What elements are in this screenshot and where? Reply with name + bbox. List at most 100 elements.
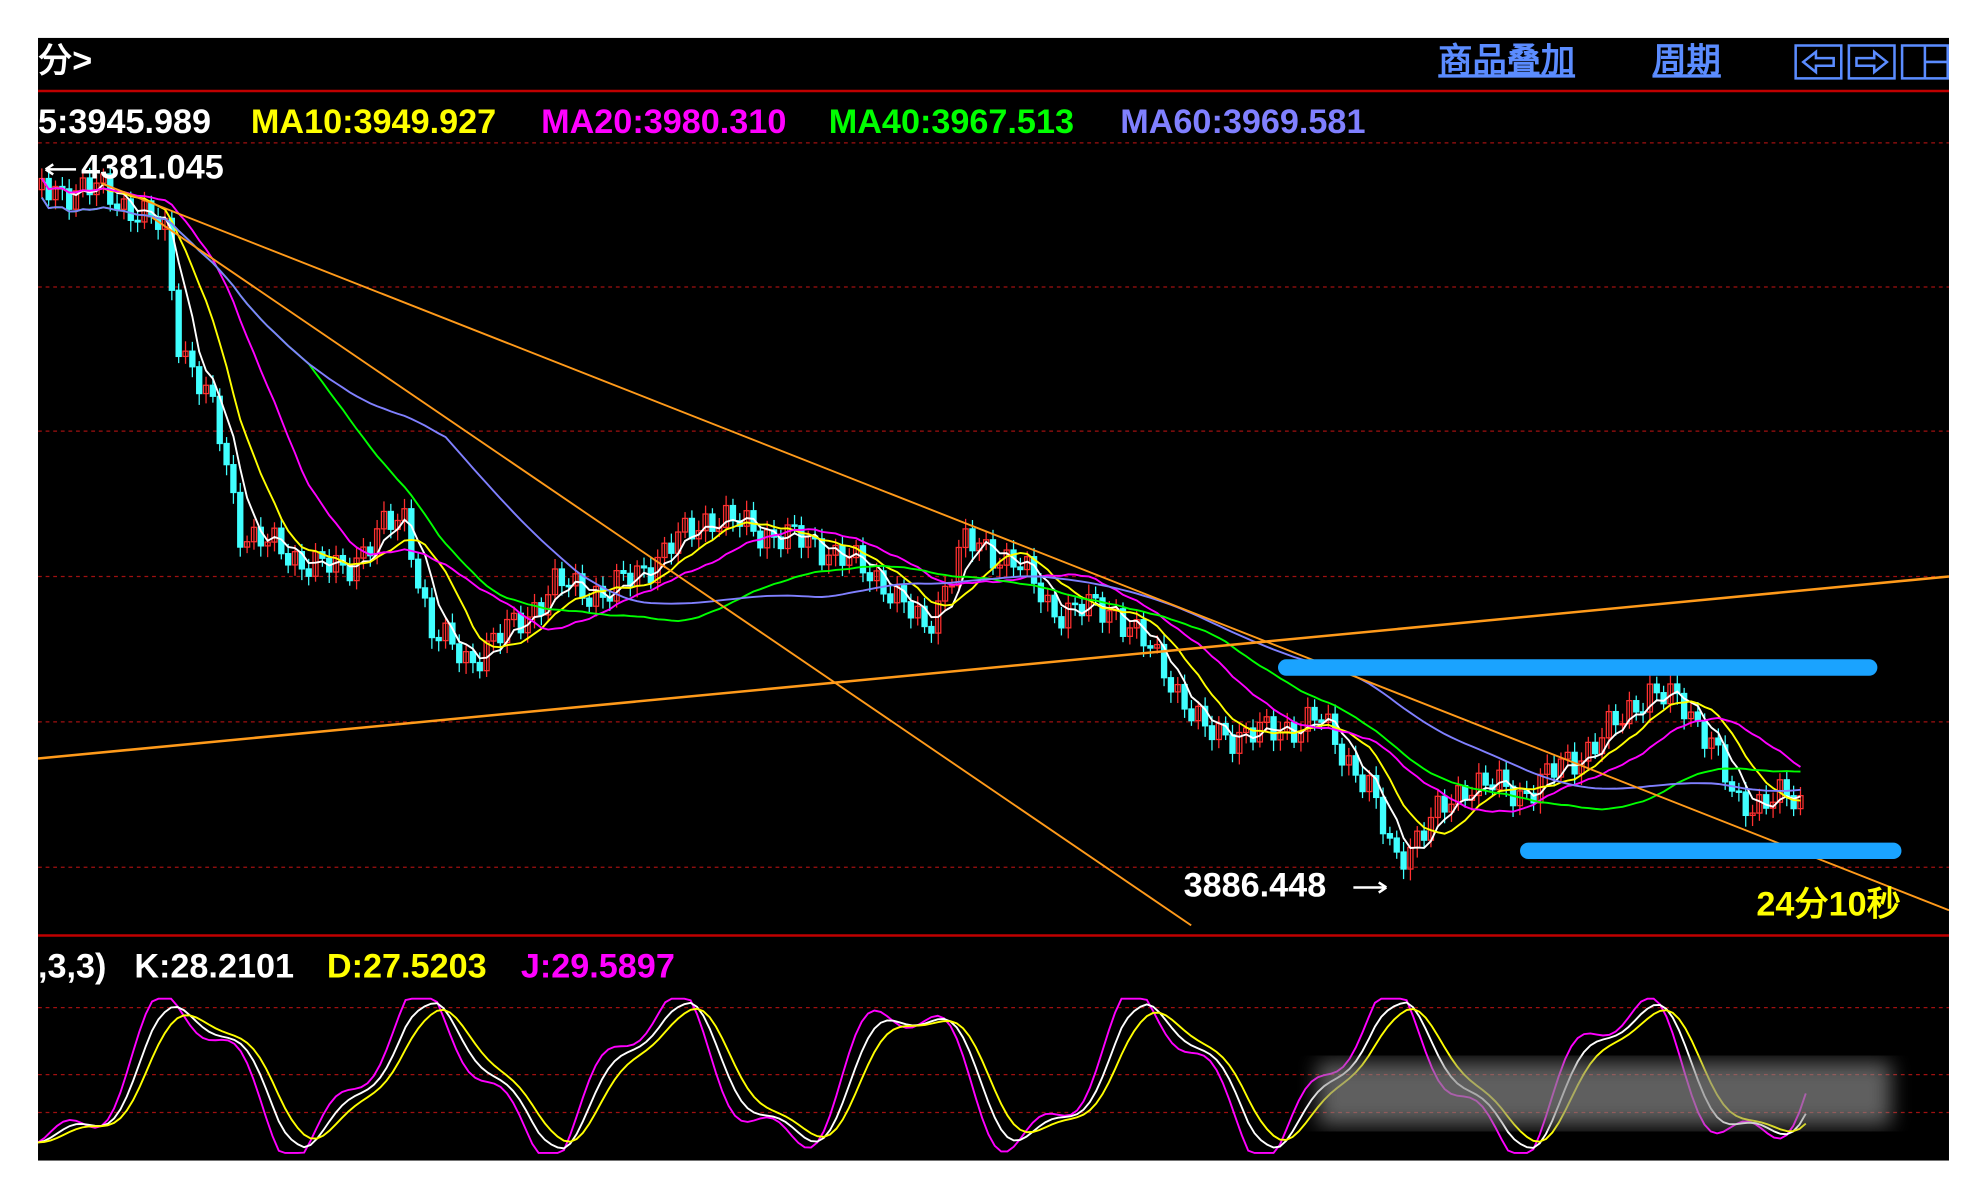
candle-body: [1585, 741, 1592, 762]
candle-body: [1263, 716, 1270, 724]
candle-body: [572, 573, 579, 587]
candle-body: [1715, 737, 1722, 746]
overlay-button[interactable]: 商品叠加: [1438, 42, 1575, 80]
candle-body: [1359, 774, 1366, 793]
candle-body: [223, 442, 230, 466]
scroll-left-button[interactable]: [1794, 44, 1843, 80]
candle-body: [182, 350, 189, 358]
candle-body: [1304, 706, 1311, 732]
candle-body: [305, 568, 312, 577]
candle-body: [1051, 594, 1058, 618]
candle-body: [702, 513, 709, 532]
candle-body: [1126, 627, 1134, 637]
candle-body: [1626, 700, 1633, 725]
moving-average-line: [41, 196, 1801, 792]
candle-body: [1783, 779, 1790, 797]
candle-body: [1619, 723, 1626, 726]
candle-body: [668, 542, 675, 554]
candle-body: [86, 177, 93, 196]
candle-body: [442, 622, 449, 642]
candle-body: [1687, 711, 1695, 720]
candle-body: [955, 546, 962, 587]
cycle-button[interactable]: 周期: [1652, 42, 1720, 80]
candle-body: [962, 528, 969, 549]
candle-body: [1674, 683, 1681, 695]
candle-body: [462, 651, 470, 664]
ma-legend: MA40:3967.513: [829, 103, 1074, 141]
candle-body: [880, 570, 887, 595]
candle-body: [1325, 713, 1332, 723]
high-label: 4381.045: [81, 148, 224, 186]
candle-body: [517, 612, 524, 634]
candle-body: [1653, 683, 1660, 694]
candle-body: [1154, 643, 1161, 649]
candle-body: [1557, 758, 1565, 778]
candle-body: [428, 597, 436, 639]
candle-body: [1236, 731, 1243, 754]
period-tab[interactable]: 分>: [38, 42, 92, 80]
candle-body: [1352, 755, 1359, 776]
ma-legend: MA20:3980.310: [541, 103, 786, 141]
candle-body: [1147, 645, 1154, 649]
right-arrow-icon: [1855, 49, 1889, 75]
candle-body: [1420, 830, 1428, 841]
candle-body: [551, 568, 559, 596]
candle-body: [921, 605, 928, 628]
blurred-watermark: [1317, 1061, 1891, 1126]
kdj-legend: J:29.5897: [521, 947, 675, 985]
candle-body: [1461, 785, 1469, 801]
moving-average-line: [41, 178, 1801, 835]
candle-body: [852, 545, 860, 559]
candle-body: [1311, 706, 1318, 721]
candle-body: [415, 558, 422, 589]
candle-body: [1058, 616, 1065, 629]
candle-body: [1797, 795, 1804, 810]
scroll-right-button[interactable]: [1847, 44, 1896, 80]
candle-body: [120, 198, 128, 210]
candle-body: [1366, 774, 1373, 793]
candle-body: [1167, 677, 1175, 693]
candle-body: [175, 289, 182, 358]
low-arrow: [1353, 881, 1388, 894]
candle-body: [202, 384, 210, 395]
candle-body: [613, 570, 620, 602]
trend-line: [38, 575, 1949, 760]
candle-body: [510, 612, 518, 621]
candle-body: [346, 564, 353, 582]
candle-body: [969, 528, 976, 552]
low-label: 3886.448: [1184, 867, 1327, 905]
candle-body: [387, 510, 394, 530]
candle-body: [1201, 705, 1209, 727]
candle-body: [1379, 796, 1387, 835]
candle-body: [380, 510, 388, 530]
candle-body: [928, 625, 935, 634]
candle-body: [435, 636, 442, 642]
ma-legend: MA60:3969.581: [1120, 103, 1365, 141]
candle-body: [1106, 610, 1113, 623]
candle-body: [1318, 719, 1325, 723]
candle-body: [1393, 837, 1400, 853]
candle-body: [681, 517, 689, 533]
countdown: 24分10秒: [1756, 885, 1900, 923]
candle-body: [1496, 769, 1503, 791]
candle-body: [1592, 741, 1599, 755]
candle-body: [1701, 720, 1708, 749]
trend-line: [151, 216, 1192, 927]
candle-body: [52, 185, 59, 201]
candle-body: [1544, 763, 1551, 775]
candle-body: [476, 661, 483, 672]
candle-body: [1078, 603, 1086, 617]
candle-body: [421, 587, 429, 599]
candle-body: [1037, 582, 1045, 603]
candle-body: [1482, 772, 1489, 786]
candle-body: [66, 188, 73, 210]
candle-body: [586, 597, 593, 607]
candle-body: [1503, 769, 1510, 787]
candle-body: [250, 526, 258, 543]
high-arrow: [44, 163, 77, 176]
candle-body: [996, 564, 1004, 569]
layout-icon: [1923, 45, 1948, 79]
candle-body: [688, 517, 696, 540]
